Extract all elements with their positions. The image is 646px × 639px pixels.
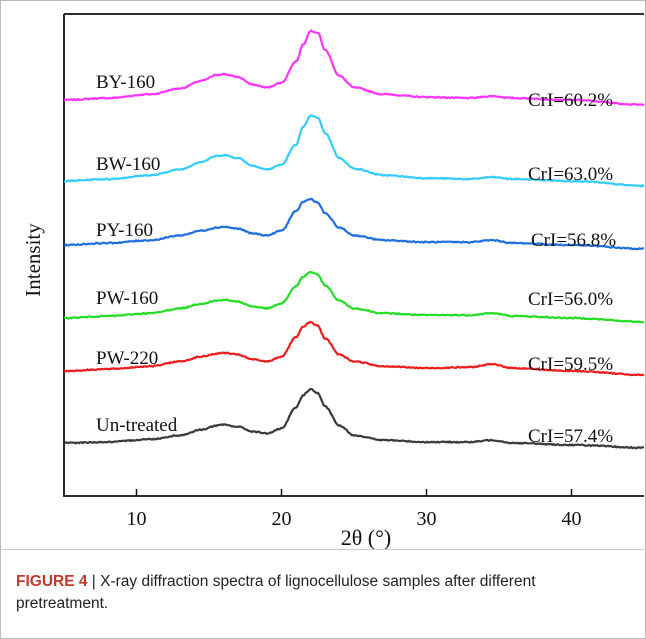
figure-caption: FIGURE 4 | X-ray diffraction spectra of … xyxy=(16,571,616,615)
caption-text: X-ray diffraction spectra of lignocellul… xyxy=(16,573,536,612)
cri-labels: CrI=60.2% CrI=63.0% CrI=56.8% CrI=56.0% CrI=… xyxy=(528,90,616,447)
x-axis-label: 2θ (°) xyxy=(341,525,392,550)
series-lines xyxy=(63,29,645,450)
caption-separator: | xyxy=(91,573,96,590)
x-tick-label: 40 xyxy=(562,508,582,530)
series-line-by-160 xyxy=(63,29,645,107)
cri-annotation: CrI=63.0% xyxy=(528,164,613,185)
series-line-bw-160 xyxy=(64,114,645,188)
plot-axes xyxy=(63,14,644,497)
x-tick-label: 30 xyxy=(417,508,437,530)
caption-divider xyxy=(0,549,644,550)
cri-annotation: CrI=60.2% xyxy=(528,90,613,111)
x-tick-label: 10 xyxy=(127,508,147,530)
x-axis-ticks: 10 20 30 40 xyxy=(127,489,582,530)
series-line-pw-160 xyxy=(63,270,644,324)
series-label: Un-treated xyxy=(96,415,178,436)
series-line-pw-220 xyxy=(63,320,645,377)
cri-annotation: CrI=57.4% xyxy=(528,426,613,447)
xrd-chart: BY-160 BW-160 PY-160 PW-160 PW-220 Un-treated… xyxy=(21,13,645,550)
series-labels: BY-160 BW-160 PY-160 PW-160 PW-220 Un-treated xyxy=(96,72,178,436)
series-label: PW-220 xyxy=(96,348,158,369)
cri-annotation: CrI=56.0% xyxy=(528,289,613,310)
series-label: BW-160 xyxy=(96,154,160,175)
plot-frame xyxy=(63,13,644,497)
cri-annotation: CrI=56.8% xyxy=(531,230,616,251)
series-label: PW-160 xyxy=(96,288,158,309)
figure-label: FIGURE 4 xyxy=(16,573,88,590)
series-line-py-160 xyxy=(63,197,645,251)
x-tick-label: 20 xyxy=(272,508,292,530)
series-label: BY-160 xyxy=(96,72,155,93)
y-axis-label: Intensity xyxy=(21,223,45,297)
cri-annotation: CrI=59.5% xyxy=(528,354,613,375)
series-label: PY-160 xyxy=(96,220,153,241)
series-line-un-treated xyxy=(63,387,644,450)
